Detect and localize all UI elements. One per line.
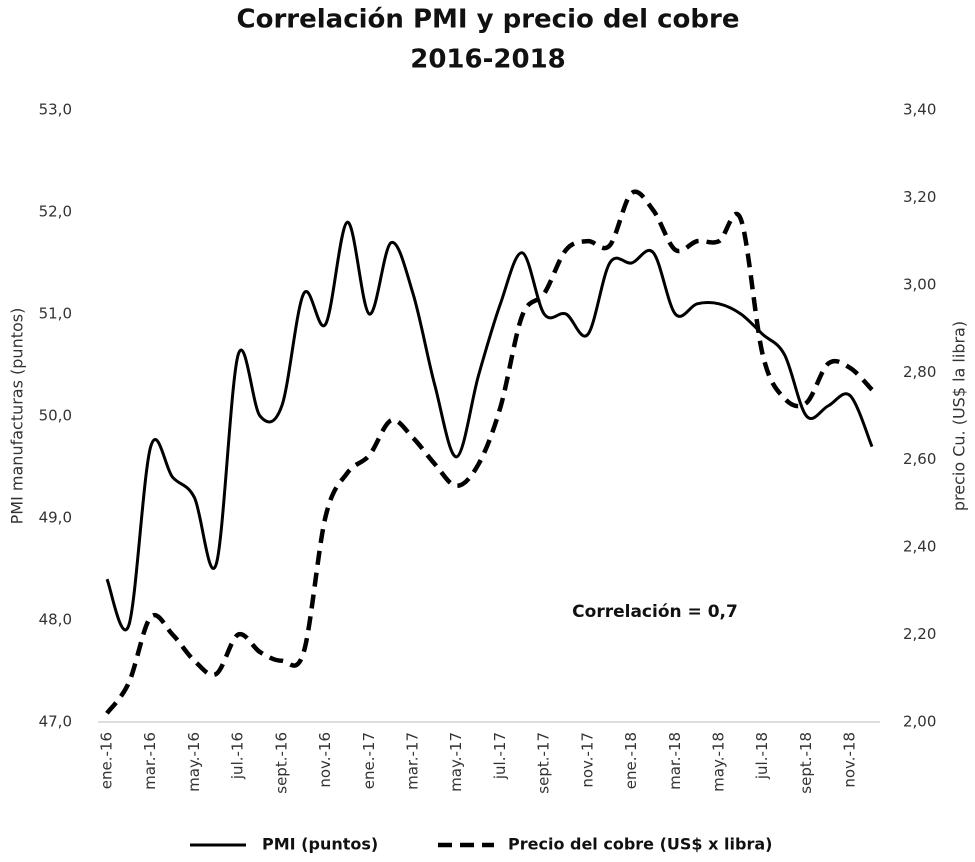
y-tick-label: 48,0 [39,611,72,629]
x-tick-label: mar.-16 [141,732,159,790]
series-line [105,189,874,715]
legend-label: Precio del cobre (US$ x libra) [508,835,772,854]
x-tick-label: jul.-18 [753,732,771,780]
y-tick-label: 47,0 [39,713,72,731]
y2-tick-label: 3,20 [903,188,936,206]
x-tick-label: nov.-16 [316,732,334,788]
y2-tick-label: 2,60 [903,450,936,468]
y-tick-label: 53,0 [39,101,72,119]
legend-label: PMI (puntos) [262,835,378,854]
y-tick-label: 50,0 [39,407,72,425]
y2-tick-label: 2,00 [903,713,936,731]
x-tick-label: sept.-17 [535,732,553,794]
x-tick-label: may.-16 [185,732,203,792]
annotation: Correlación = 0,7 [572,602,738,622]
x-tick-label: nov.-18 [841,732,859,788]
x-tick-label: jul.-16 [229,732,247,780]
y-tick-label: 49,0 [39,509,72,527]
x-tick-label: may.-17 [447,732,465,792]
chart-title: Correlación PMI y precio del cobre [237,5,740,35]
x-tick-label: ene.-16 [98,732,116,789]
y2-axis-label: precio Cu. (US$ la libra) [950,321,969,511]
x-tick-label: mar.-18 [666,732,684,790]
chart-subtitle: 2016-2018 [410,45,566,75]
series-line [105,220,874,632]
y-axis-label: PMI manufacturas (puntos) [8,308,27,525]
x-tick-label: ene.-18 [622,732,640,789]
x-tick-label: may.-18 [710,732,728,792]
y-tick-label: 51,0 [39,305,72,323]
y2-tick-label: 3,00 [903,275,936,293]
x-tick-label: ene.-17 [360,732,378,789]
x-tick-label: sept.-18 [797,732,815,794]
x-tick-label: jul.-17 [491,732,509,780]
y2-tick-label: 2,40 [903,538,936,556]
x-tick-label: nov.-17 [578,732,596,788]
y-tick-label: 52,0 [39,203,72,221]
x-tick-label: sept.-16 [272,732,290,794]
x-tick-label: mar.-17 [404,732,422,790]
y2-tick-label: 2,20 [903,625,936,643]
y2-tick-label: 2,80 [903,363,936,381]
y2-tick-label: 3,40 [903,101,936,119]
